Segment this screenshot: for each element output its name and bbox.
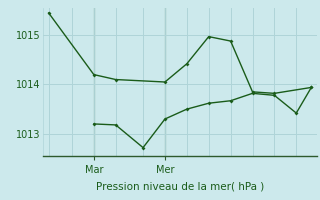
X-axis label: Pression niveau de la mer( hPa ): Pression niveau de la mer( hPa )	[96, 182, 264, 192]
